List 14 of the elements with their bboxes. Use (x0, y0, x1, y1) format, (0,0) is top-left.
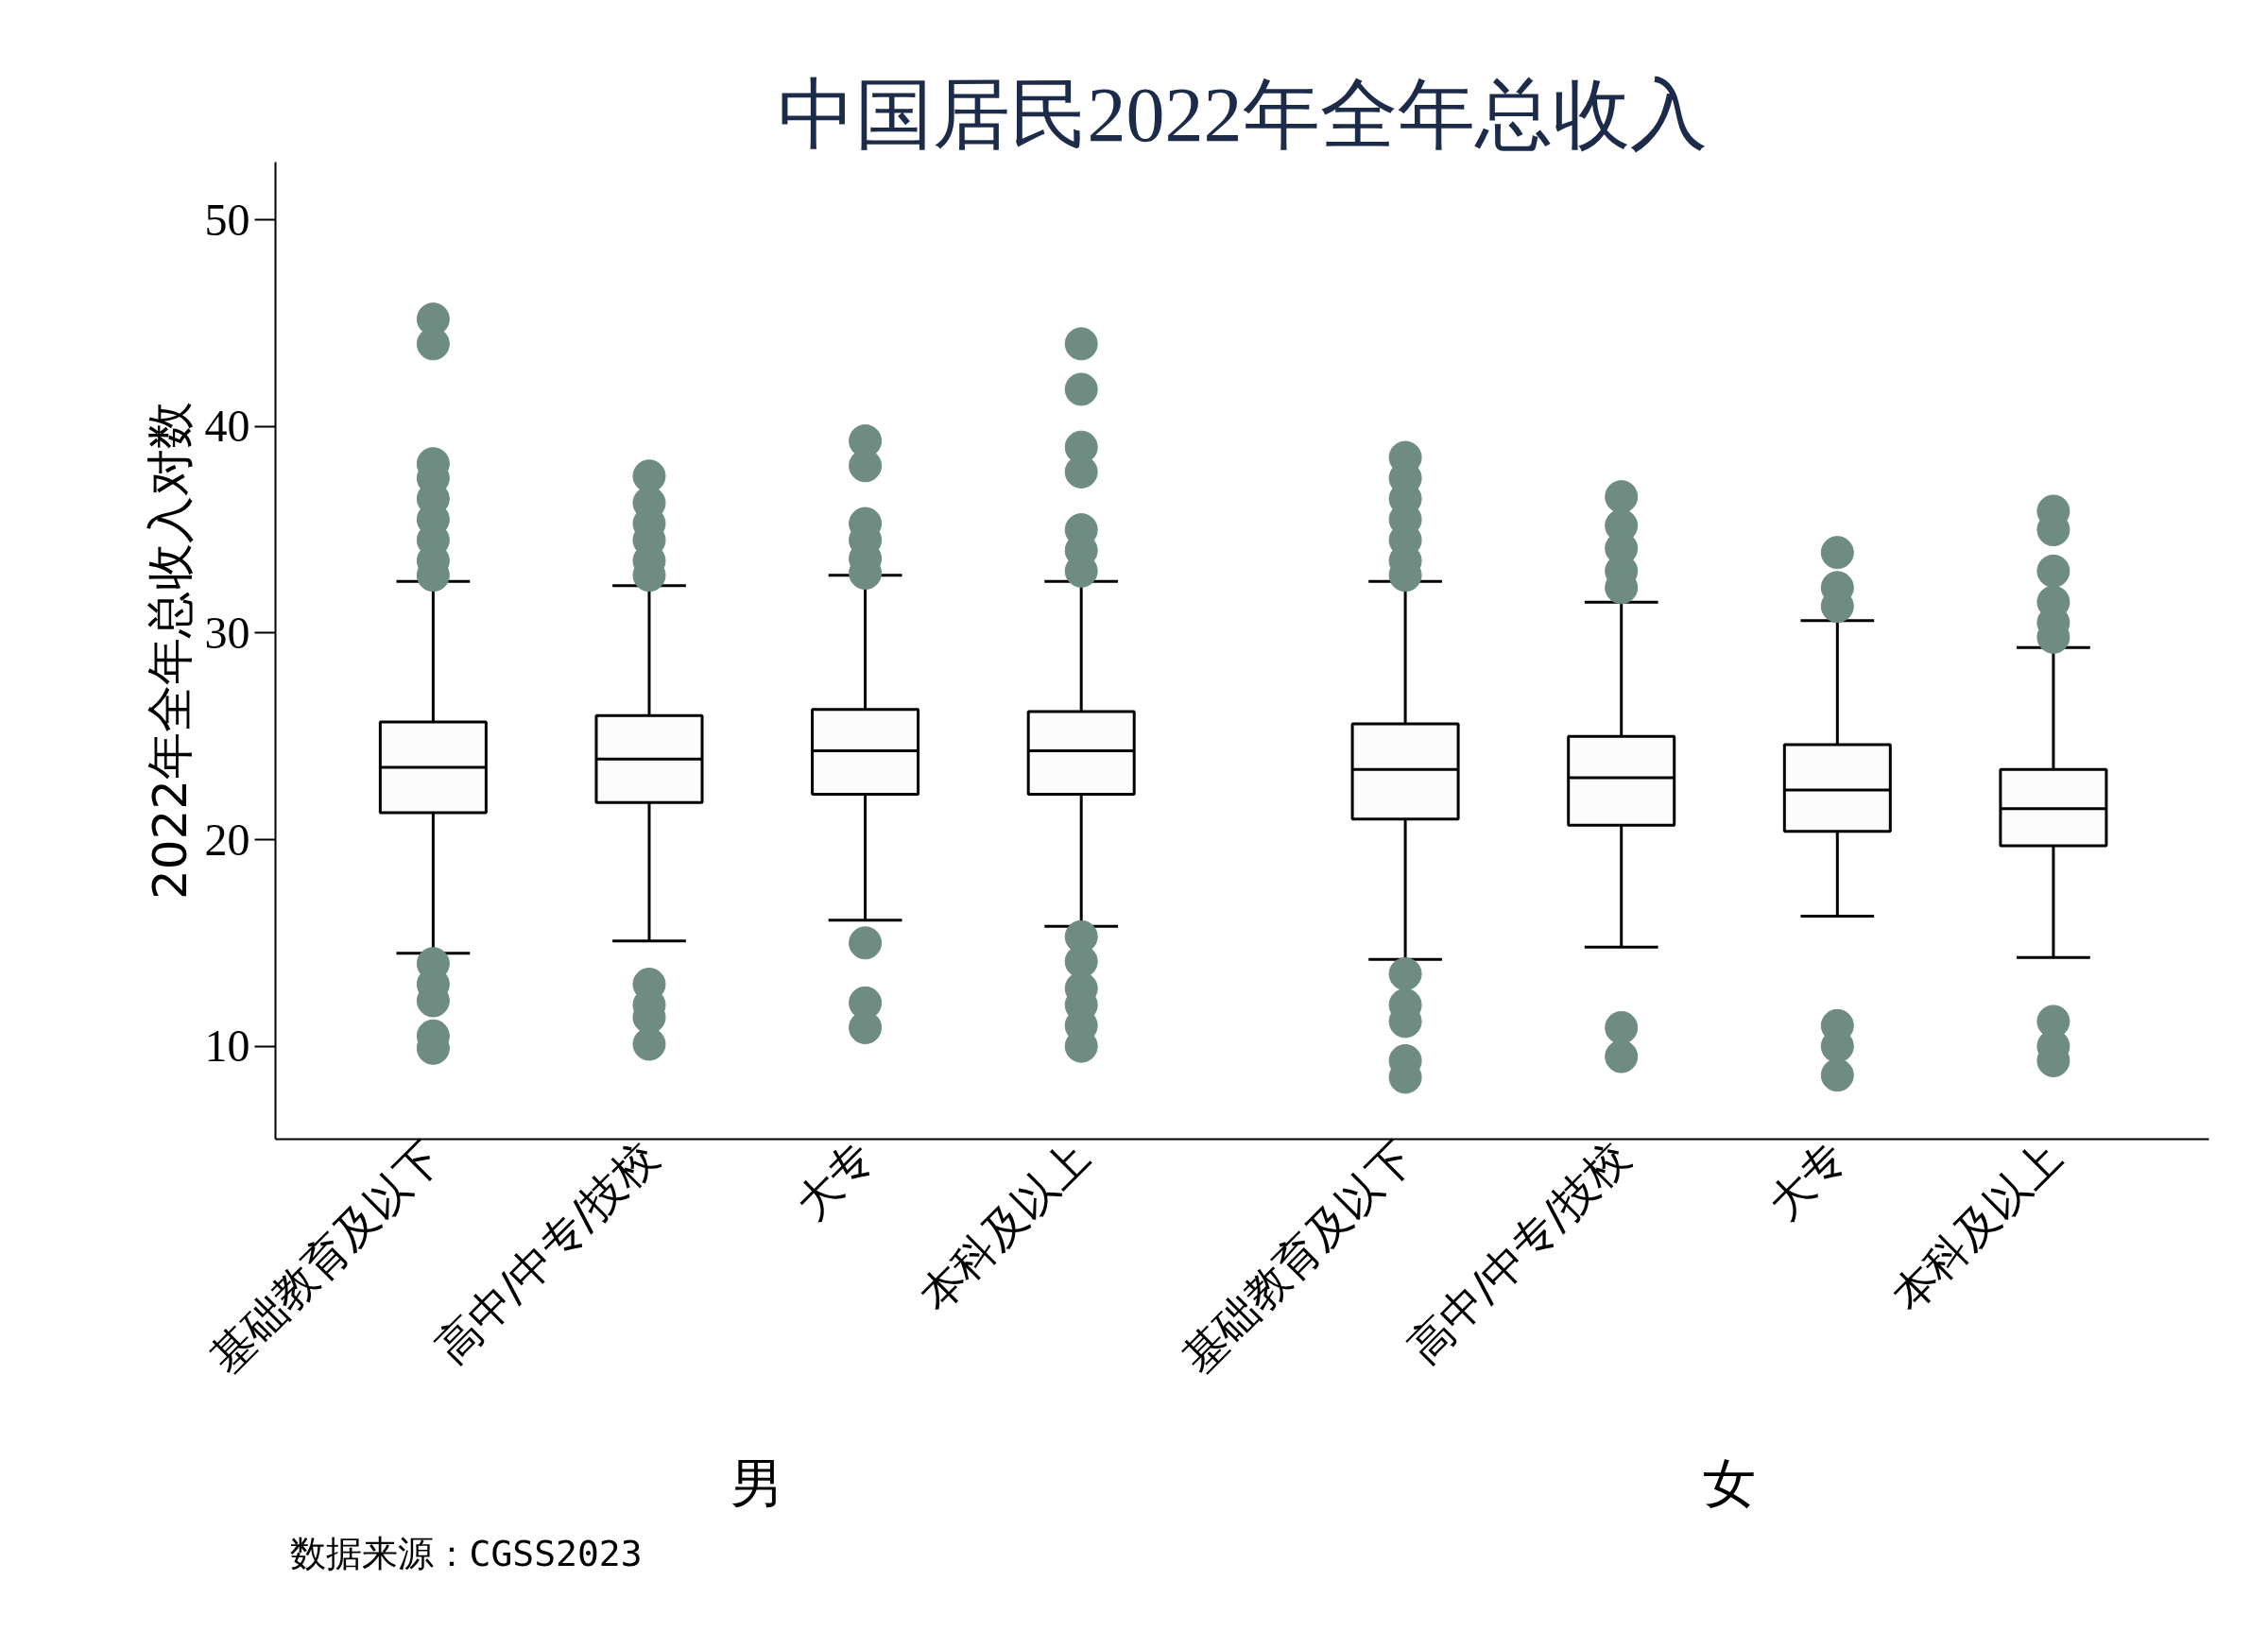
chart-title: 中国居民2022年全年总收入 (777, 71, 1708, 158)
x-tick-label: 本科及以上 (1881, 1131, 2071, 1322)
y-tick-label: 50 (204, 194, 250, 245)
text: 女 (1703, 1451, 1756, 1514)
y-tick-label: 10 (204, 1021, 250, 1072)
x-tick-label: 大专 (785, 1131, 884, 1229)
x-tick-label: 大专 (1758, 1131, 1856, 1229)
x-tick-label: 本科及以上 (909, 1131, 1100, 1322)
y-axis-title: 2022年全年总收入对数 (142, 401, 198, 901)
y-tick-label: 40 (204, 401, 250, 452)
source-note: 数据来源：CGSS2023 (289, 1532, 643, 1574)
text: 男 (730, 1451, 784, 1514)
y-tick-label: 20 (204, 814, 250, 865)
y-tick-label: 30 (204, 607, 250, 658)
